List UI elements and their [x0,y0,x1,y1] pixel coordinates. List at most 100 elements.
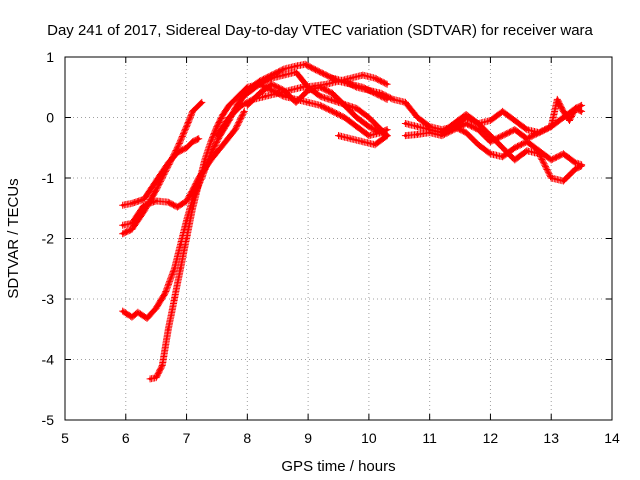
series-markers [119,68,391,322]
data-point [513,158,517,162]
y-tick-label: -4 [42,352,55,368]
data-point [282,88,286,92]
data-point [488,119,492,123]
data-point [549,125,553,129]
data-point [355,116,359,119]
data-point [513,128,517,132]
data-point [318,94,322,98]
data-point [549,176,553,180]
data-point [367,134,371,138]
data-point [172,267,176,271]
data-point [373,143,377,147]
data-point [221,143,225,147]
data-point [148,377,152,381]
data-point [185,218,189,222]
data-point [349,76,353,80]
data-point [416,125,420,129]
data-point [318,85,322,89]
y-tick-label: -1 [42,170,55,186]
data-point [343,79,347,83]
data-point [209,152,213,156]
data-point [537,152,541,156]
data-point [130,201,134,205]
data-point [312,67,316,71]
grid [65,57,612,420]
y-tick-label: -5 [42,412,55,428]
data-point [154,199,158,203]
data-point [136,310,140,314]
data-point [270,73,274,77]
data-point [239,94,243,98]
series-track-12 [401,111,586,185]
data-point [488,152,492,156]
data-point [178,267,182,271]
data-point [580,164,584,168]
data-point [525,137,529,141]
data-point [367,116,371,119]
data-point [121,232,125,236]
data-point [488,140,492,144]
data-point [142,203,146,207]
data-point [574,161,578,165]
x-tick-label: 13 [543,430,559,446]
data-point [300,85,304,89]
data-point [270,82,274,86]
data-point [245,88,249,92]
data-point [130,315,134,319]
data-point [525,149,529,153]
data-point [428,131,432,135]
data-point [154,179,158,183]
data-point [501,146,505,150]
data-point [355,125,359,129]
data-point [513,119,517,123]
data-point [257,91,261,95]
data-point [549,158,553,162]
series-track-14 [450,95,586,137]
y-tick-label: 1 [46,49,54,65]
data-point [379,131,383,135]
data-point [501,155,505,159]
data-point [166,327,170,331]
data-point [385,128,389,132]
data-point [440,134,444,138]
data-point [197,137,201,141]
data-point [203,158,207,162]
data-point [185,199,189,203]
data-point [121,203,125,207]
x-tick-label: 10 [361,430,377,446]
data-point [191,109,195,113]
data-point [525,128,529,132]
data-point [145,316,149,320]
y-tick-label: -3 [42,291,55,307]
data-point [476,128,480,132]
data-point [501,134,505,138]
data-point [324,73,328,77]
data-point [355,85,359,89]
x-axis: 5 6 7 8 9 10 11 12 13 14 [61,57,620,446]
data-point [172,297,176,301]
data-point [306,100,310,104]
data-point [276,91,280,95]
data-point [580,103,584,107]
data-point [175,146,179,150]
data-point [373,76,377,80]
data-point [121,309,125,313]
data-point [561,179,565,183]
series-track-8 [243,80,391,140]
series-track-2 [119,98,206,238]
data-point [452,125,456,129]
data-point [361,73,365,77]
data-point [555,97,559,101]
data-point [163,291,167,295]
data-point [294,70,298,74]
series-track-9 [335,132,391,149]
data-point [416,132,420,136]
data-point [324,82,328,86]
data-point [567,119,571,123]
data-point [239,103,243,107]
data-point [379,91,383,95]
data-point [501,109,505,113]
y-tick-label: -2 [42,231,55,247]
data-point [154,188,158,192]
data-point [242,109,246,113]
